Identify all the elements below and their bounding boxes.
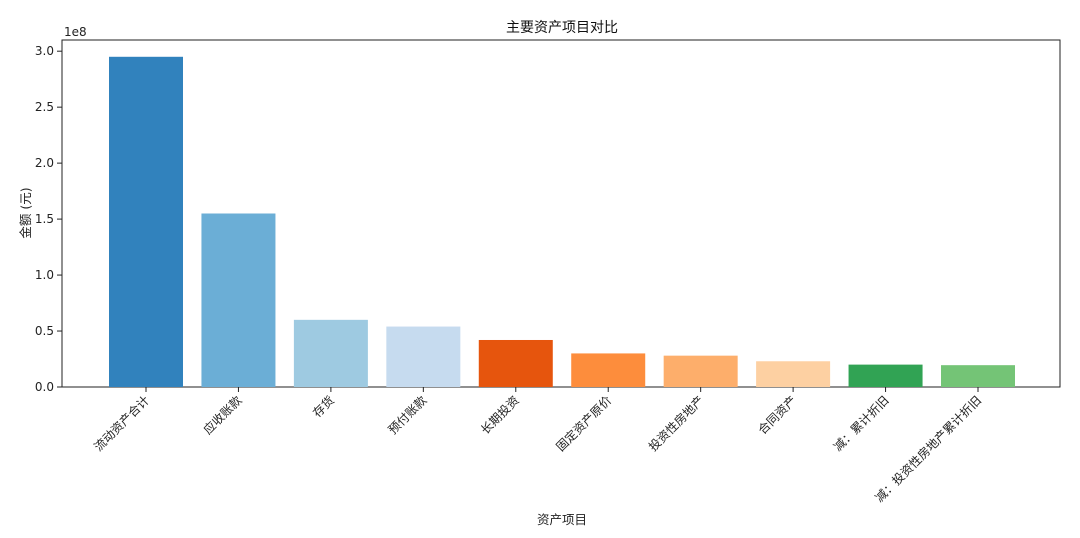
bar-10 (941, 365, 1015, 387)
x-tick-label: 长期投资 (477, 393, 522, 438)
bar-8 (756, 361, 831, 387)
bar-3 (293, 319, 368, 387)
y-tick-label: 3.0 (35, 44, 54, 58)
y-axis: 0.0 0.5 1.0 1.5 2.0 2.5 3.0 (35, 44, 62, 394)
x-axis-title: 资产项目 (537, 512, 587, 527)
scale-label: 1e8 (64, 25, 87, 39)
x-tick-label: 减：投资性房地产累计折旧 (872, 393, 984, 505)
bar-7 (663, 355, 738, 387)
x-tick-label: 投资性房地产 (645, 393, 707, 455)
bar-6 (571, 353, 646, 387)
x-tick-label: 预付账款 (386, 393, 430, 437)
x-tick-label: 存货 (309, 393, 337, 421)
bar-9 (848, 364, 923, 387)
plot-area (61, 39, 1061, 388)
y-axis-title: 金额 (元) (18, 187, 33, 238)
bar-1 (109, 56, 183, 388)
y-tick-label: 0.5 (35, 324, 54, 338)
x-tick-label: 减：累计折旧 (830, 393, 892, 455)
y-tick-label: 1.5 (35, 212, 54, 226)
y-tick-label: 0.0 (35, 380, 54, 394)
y-tick-label: 2.5 (35, 100, 54, 114)
bar-5 (478, 339, 553, 387)
x-tick-label: 固定资产原价 (553, 393, 615, 455)
x-tick-label: 流动资产合计 (91, 393, 153, 455)
bar-4 (386, 326, 461, 387)
chart-title: 主要资产项目对比 (506, 20, 618, 36)
x-axis: 流动资产合计 应收账款 存货 预付账款 长期投资 固定资产原价 投资性房地产 合同资产 减：累计… (91, 387, 984, 505)
bars-group (109, 56, 1015, 388)
y-tick-label: 2.0 (35, 156, 54, 170)
x-tick-label: 合同资产 (755, 393, 800, 438)
y-tick-label: 1.0 (35, 268, 54, 282)
x-tick-label: 应收账款 (200, 393, 245, 438)
bar-2 (201, 213, 276, 387)
